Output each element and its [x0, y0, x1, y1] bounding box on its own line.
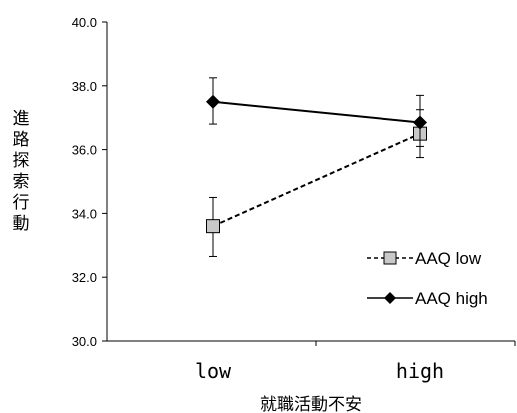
y-tick-label: 36.0	[72, 143, 97, 158]
y-tick-label: 30.0	[72, 334, 97, 349]
series-aaq-high	[206, 77, 427, 147]
y-axis-title: 進路探索行動	[13, 109, 30, 234]
legend-item-aaq-high: AAQ high	[367, 289, 488, 308]
series-aaq-low	[206, 109, 427, 257]
y-tick-label: 40.0	[72, 15, 97, 30]
data-point-diamond	[413, 115, 427, 130]
x-tick-label: high	[396, 359, 444, 383]
y-tick-label: 34.0	[72, 206, 97, 221]
legend-item-aaq-low: AAQ low	[367, 249, 482, 268]
y-tick-label: 38.0	[72, 79, 97, 94]
series-line	[212, 100, 421, 124]
legend-label-aaq-low: AAQ low	[415, 249, 482, 268]
y-tick-label: 32.0	[72, 270, 97, 285]
data-point-diamond	[206, 94, 220, 109]
y-axis-ticks: 30.0 32.0 34.0 36.0 38.0 40.0	[72, 15, 107, 349]
legend-marker-aaq-low	[383, 251, 397, 265]
legend: AAQ low AAQ high	[367, 249, 488, 308]
x-tick-label: low	[195, 359, 232, 383]
legend-label-aaq-high: AAQ high	[415, 289, 488, 308]
data-point-square	[206, 219, 220, 234]
legend-marker-aaq-high	[384, 292, 396, 304]
series-line	[212, 132, 421, 228]
x-axis-ticks: low high	[195, 341, 516, 383]
x-axis-title: 就職活動不安	[260, 395, 362, 413]
series-layer	[206, 77, 427, 257]
